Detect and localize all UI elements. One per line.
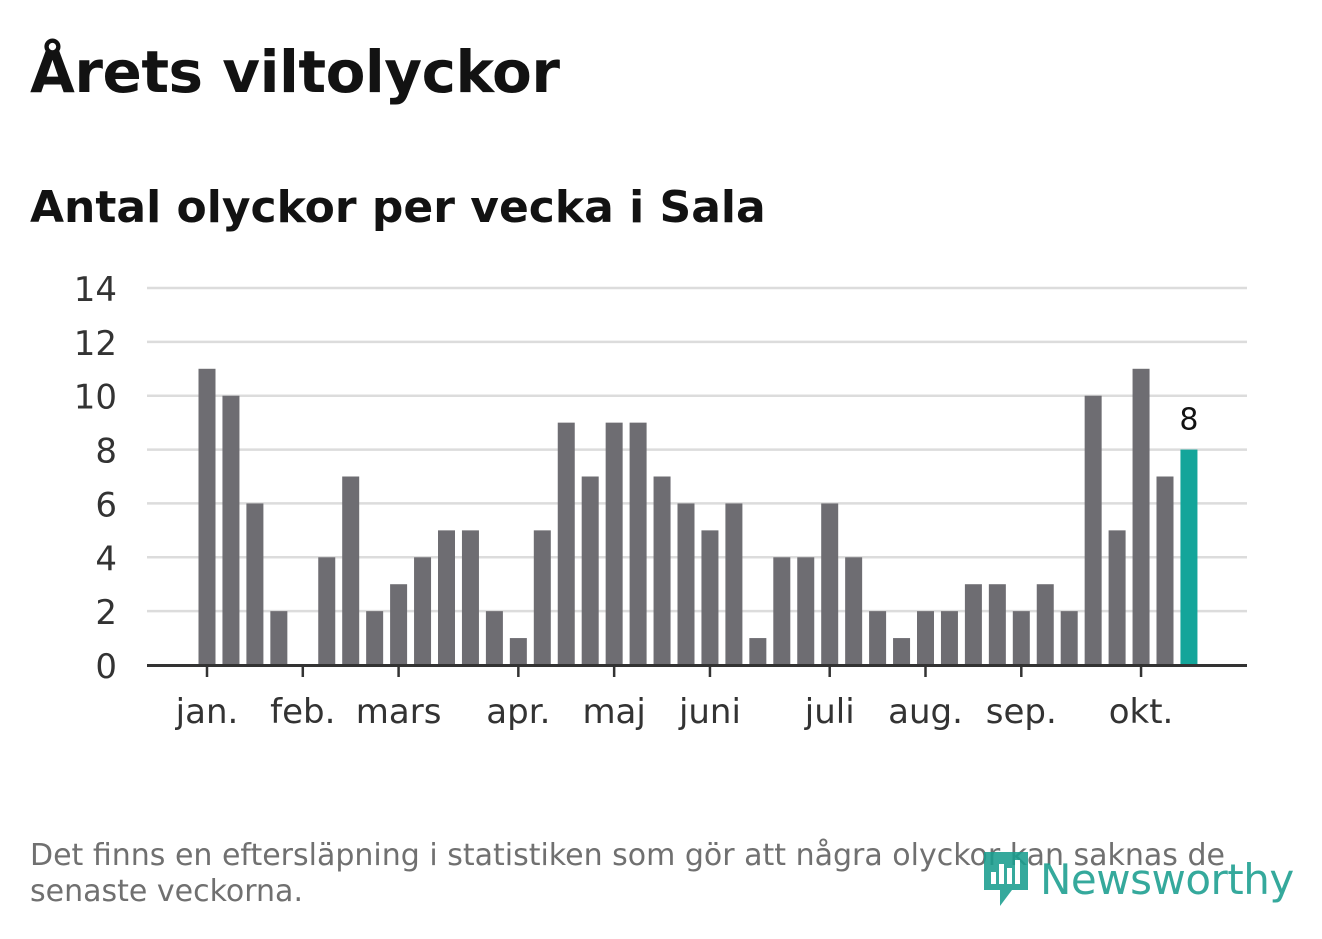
bar (988, 584, 1006, 665)
logo-text: Newsworthy (1040, 854, 1294, 904)
bar (414, 557, 432, 665)
newsworthy-logo[interactable]: Newsworthy (980, 848, 1294, 910)
y-axis-ticks: 0 2 4 6 8 10 12 14 (74, 270, 117, 687)
bar (1084, 395, 1102, 665)
y-tick-label: 12 (74, 324, 117, 364)
x-tick-label: apr. (486, 692, 550, 732)
bar (940, 611, 958, 665)
bar (749, 638, 767, 665)
y-tick-label: 4 (95, 539, 117, 579)
bar (701, 530, 719, 665)
bar (1012, 611, 1030, 665)
y-tick-label: 14 (74, 270, 117, 310)
x-tick-label: mars (356, 692, 442, 732)
gridlines (147, 286, 1247, 613)
x-tick-label: okt. (1109, 692, 1174, 732)
newsworthy-logo-icon (984, 852, 1028, 906)
bar (366, 611, 384, 665)
x-tick-label: juni (678, 692, 741, 732)
x-tick-label: aug. (888, 692, 963, 732)
x-tick-label: juli (804, 692, 855, 732)
x-axis: jan. feb. mars apr. maj juni juli aug. sep. okt. (147, 664, 1247, 732)
bar (581, 476, 599, 665)
bar (270, 611, 288, 665)
chart-title: Årets viltolyckor (30, 38, 560, 106)
bar (509, 638, 527, 665)
x-tick-label: maj (582, 692, 645, 732)
bar (845, 557, 863, 665)
bar (1036, 584, 1054, 665)
x-tick-label: jan. (175, 692, 239, 732)
bar (461, 530, 479, 665)
bar (964, 584, 982, 665)
bar (605, 422, 623, 665)
bar (390, 584, 408, 665)
bar (1060, 611, 1078, 665)
bar (653, 476, 671, 665)
bar (222, 395, 240, 665)
bar (1108, 530, 1126, 665)
bar (773, 557, 791, 665)
bar (557, 422, 575, 665)
y-tick-label: 2 (95, 593, 117, 633)
bar (246, 503, 264, 665)
bar-highlight (1180, 449, 1198, 665)
bar (198, 368, 216, 665)
bar (821, 503, 839, 665)
x-tick-label: feb. (270, 692, 335, 732)
y-tick-label: 8 (95, 432, 117, 472)
bar (342, 476, 360, 665)
bar (893, 638, 911, 665)
y-tick-label: 0 (95, 647, 117, 687)
bar (1156, 476, 1174, 665)
y-tick-label: 6 (95, 485, 117, 525)
x-tick-label: sep. (986, 692, 1057, 732)
bar (869, 611, 887, 665)
bar (797, 557, 815, 665)
chart-subtitle: Antal olyckor per vecka i Sala (30, 182, 766, 233)
bar (677, 503, 695, 665)
y-tick-label: 10 (74, 378, 117, 418)
bar (438, 530, 455, 665)
bar (1132, 368, 1150, 665)
bar (917, 611, 934, 665)
bars: 8 (198, 368, 1198, 665)
bar (725, 503, 743, 665)
highlight-value-label: 8 (1179, 403, 1198, 438)
bar (533, 530, 551, 665)
bar (629, 422, 647, 665)
bar (485, 611, 503, 665)
bar (318, 557, 336, 665)
